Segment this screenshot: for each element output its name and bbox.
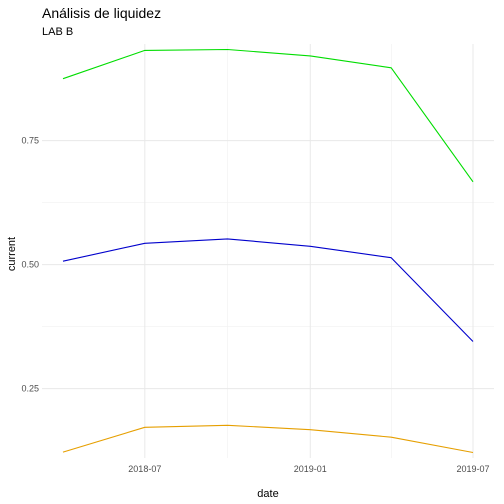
- x-tick-label: 2018-07: [128, 464, 161, 474]
- chart-subtitle: LAB B: [42, 26, 73, 38]
- x-axis-title: date: [257, 488, 278, 500]
- series-lines: [62, 48, 474, 454]
- y-tick-label: 0.50: [21, 260, 39, 270]
- series-line-1: [62, 48, 474, 183]
- series-line-3: [62, 424, 474, 454]
- y-tick-label: 0.25: [21, 384, 39, 394]
- grid: [42, 44, 494, 458]
- x-axis-ticks: 2018-07 2019-01 2019-07: [128, 464, 489, 474]
- series-line-2: [62, 238, 474, 342]
- x-tick-label: 2019-07: [456, 464, 489, 474]
- x-tick-label: 2019-01: [294, 464, 327, 474]
- y-axis-title: current: [6, 237, 18, 271]
- y-axis-ticks: 0.25 0.50 0.75: [21, 136, 39, 394]
- y-tick-label: 0.75: [21, 136, 39, 146]
- chart-title: Análisis de liquidez: [42, 5, 161, 21]
